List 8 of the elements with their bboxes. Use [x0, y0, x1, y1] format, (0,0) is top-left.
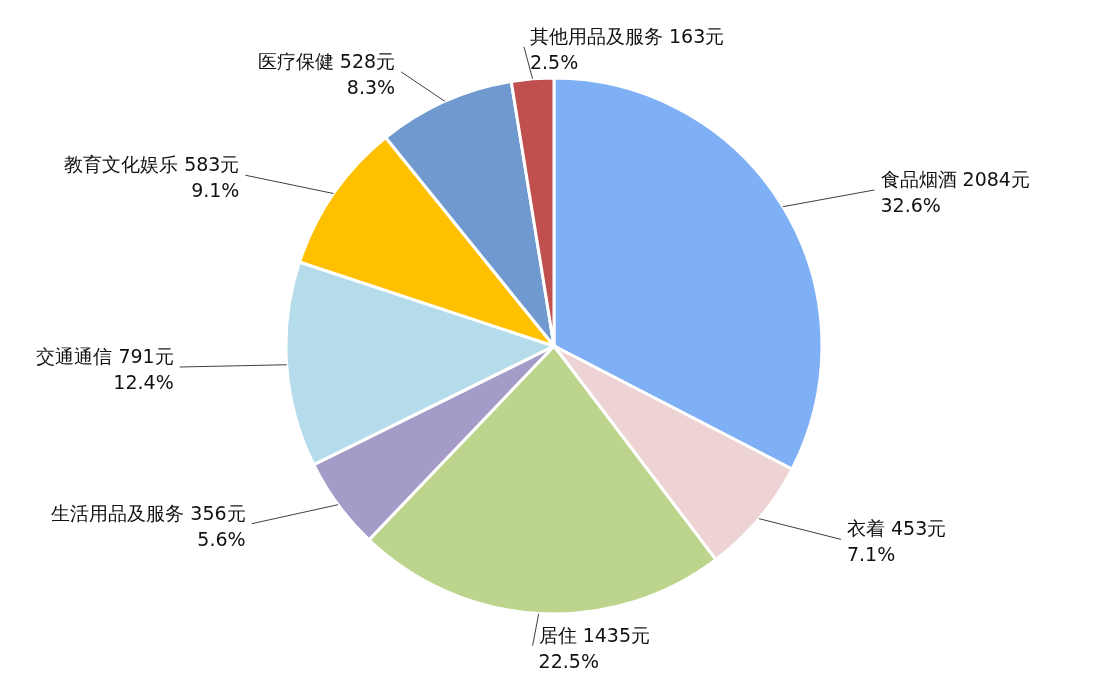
- slice-label: 教育文化娱乐 583元 9.1%: [64, 153, 240, 202]
- slice-label: 居住 1435元 22.5%: [538, 623, 651, 672]
- slice-label: 衣着 453元 7.1%: [846, 517, 947, 566]
- slice-label: 其他用品及服务 163元 2.5%: [529, 24, 725, 73]
- slice-label: 食品烟酒 2084元 32.6%: [880, 167, 1030, 216]
- slice-label: 交通通信 791元 12.4%: [36, 345, 174, 393]
- slice-label: 医疗保健 528元 8.3%: [257, 49, 396, 98]
- slice-label: 生活用品及服务 356元 5.6%: [51, 501, 246, 550]
